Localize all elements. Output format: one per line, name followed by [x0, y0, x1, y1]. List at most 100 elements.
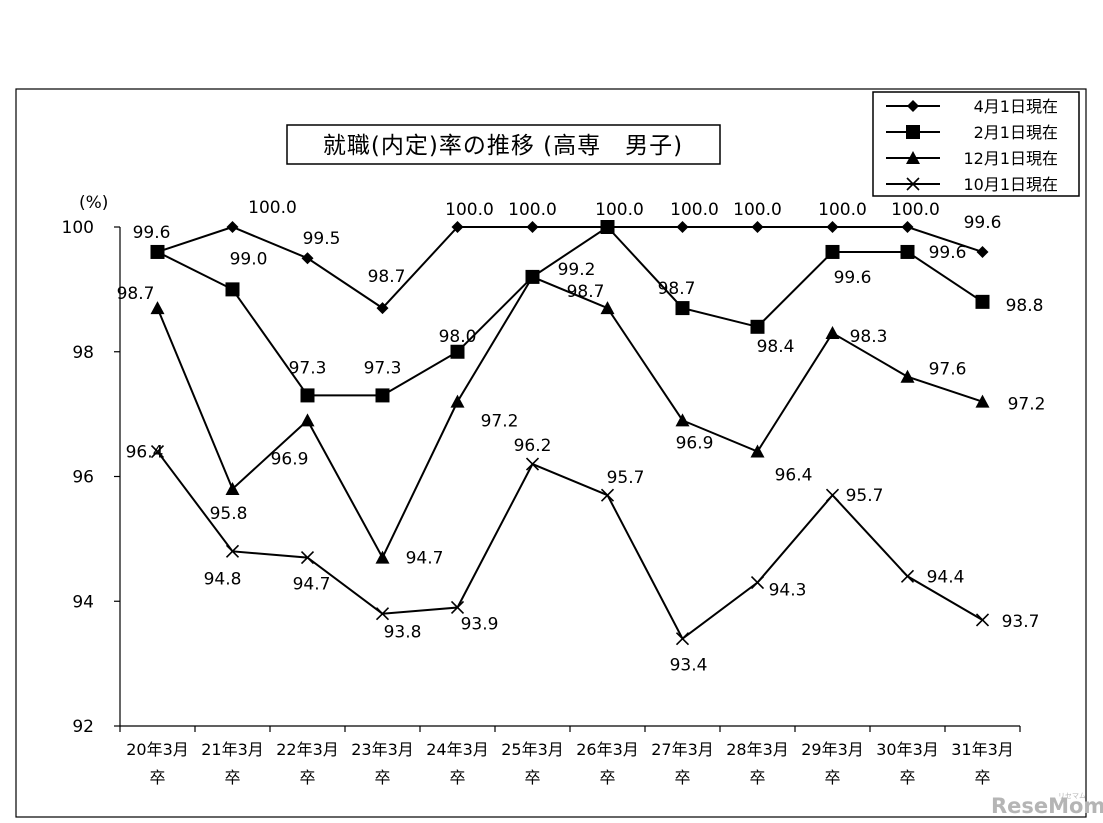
- data-label: 100.0: [891, 200, 940, 220]
- data-point: [300, 388, 315, 403]
- legend-label: 4月1日現在: [974, 97, 1058, 116]
- x-tick-label: 25年3月: [501, 740, 564, 759]
- data-label: 98.7: [117, 284, 155, 304]
- legend-items: 4月1日現在 2月1日現在 12月1日現在 10月1日現在: [886, 97, 1058, 194]
- y-tick-label: 98: [72, 343, 94, 363]
- data-label: 98.0: [439, 327, 477, 347]
- data-point: [375, 607, 390, 621]
- data-label: 99.6: [964, 213, 1002, 233]
- data-point: [225, 481, 240, 495]
- series-diamond: [151, 221, 989, 315]
- legend-marker: [906, 125, 920, 139]
- data-label: 99.6: [133, 223, 171, 243]
- data-label: 95.7: [607, 468, 645, 488]
- x-tick-label-sub: 卒: [449, 768, 465, 787]
- data-label: 100.0: [670, 200, 719, 220]
- data-label: 99.2: [558, 260, 596, 280]
- data-labels: 100.0 99.5 98.7 100.0 100.0 100.0 100.0 100.0 10…: [117, 198, 1046, 676]
- data-label: 99.5: [303, 229, 341, 249]
- legend-item: 4月1日現在: [886, 97, 1058, 116]
- watermark: リセマム ReseMom: [991, 792, 1103, 818]
- legend-label: 10月1日現在: [963, 175, 1058, 194]
- legend: 4月1日現在 2月1日現在 12月1日現在 10月1日現在: [872, 91, 1080, 197]
- legend-item: 10月1日現在: [886, 175, 1058, 194]
- data-label: 100.0: [445, 200, 494, 220]
- x-tick-label-sub: 卒: [674, 768, 690, 787]
- data-label: 95.7: [846, 486, 884, 506]
- series-line: [156, 275, 983, 560]
- x-tick-label: 31年3月: [951, 740, 1014, 759]
- data-point: [600, 488, 615, 502]
- data-point: [300, 413, 315, 427]
- chart-frame: [15, 88, 1087, 818]
- data-label: 94.7: [293, 575, 331, 595]
- data-label: 98.3: [850, 327, 888, 347]
- data-point: [600, 301, 615, 315]
- series-line: [157, 225, 984, 397]
- data-point: [676, 221, 689, 233]
- data-label: 93.9: [461, 614, 499, 634]
- legend-item: 12月1日現在: [886, 149, 1058, 168]
- data-label: 97.2: [481, 412, 519, 432]
- x-tick-label: 26年3月: [576, 740, 639, 759]
- series-x: [150, 444, 990, 646]
- data-label: 96.9: [676, 433, 714, 453]
- data-point: [150, 301, 165, 315]
- data-point: [825, 488, 840, 502]
- data-label: 96.9: [271, 449, 309, 469]
- data-point: [600, 220, 615, 234]
- y-tick-label: 100: [62, 218, 94, 238]
- data-point: [751, 221, 764, 233]
- series-square: [150, 220, 990, 403]
- data-point: [150, 444, 165, 459]
- x-tick-label: 21年3月: [201, 740, 264, 759]
- chart-title: 就職(内定)率の推移 (高専 男子): [286, 124, 721, 165]
- chart-title-text: 就職(内定)率の推移 (高専 男子): [323, 133, 683, 159]
- y-tick-label: 92: [72, 717, 94, 737]
- data-point: [675, 413, 690, 427]
- data-point: [975, 394, 990, 408]
- data-point: [450, 600, 465, 615]
- data-label: 100.0: [818, 200, 867, 220]
- data-point: [750, 575, 765, 590]
- x-tick-label-sub: 卒: [299, 768, 315, 787]
- x-tick-label-sub: 卒: [749, 768, 765, 787]
- data-label: 100.0: [248, 198, 297, 218]
- x-tick-label: 27年3月: [651, 740, 714, 759]
- data-label: 100.0: [733, 200, 782, 220]
- data-label: 94.7: [406, 549, 444, 569]
- data-label: 96.4: [126, 443, 164, 463]
- data-point: [300, 551, 315, 565]
- data-label: 99.6: [929, 243, 967, 263]
- x-tick-label: 23年3月: [351, 740, 414, 759]
- data-point: [825, 244, 840, 259]
- x-tick-label-sub: 卒: [149, 768, 165, 787]
- data-label: 93.8: [384, 623, 422, 643]
- data-label: 96.2: [514, 436, 552, 456]
- y-tick-label: 94: [72, 592, 94, 612]
- x-tick-label-sub: 卒: [224, 768, 240, 787]
- data-point: [301, 252, 314, 265]
- x-tick-label-sub: 卒: [824, 768, 840, 787]
- data-point: [900, 569, 915, 583]
- data-label: 97.2: [1008, 395, 1046, 415]
- y-axis: 92 94 96 98 100: [62, 218, 121, 737]
- data-label: 95.8: [210, 504, 248, 524]
- legend-label: 12月1日現在: [963, 149, 1058, 168]
- x-tick-label-sub: 卒: [599, 768, 615, 787]
- data-point: [225, 544, 240, 558]
- y-tick-label: 96: [72, 468, 94, 488]
- series-line: [156, 450, 984, 641]
- data-label: 98.7: [658, 279, 696, 299]
- data-point: [675, 632, 690, 646]
- data-point: [976, 245, 989, 258]
- series-line: [157, 225, 983, 310]
- x-tick-label: 29年3月: [801, 740, 864, 759]
- data-point: [975, 613, 990, 627]
- data-point: [525, 269, 540, 283]
- data-label: 94.4: [927, 567, 965, 587]
- data-label: 98.8: [1006, 296, 1044, 316]
- data-point: [375, 388, 390, 403]
